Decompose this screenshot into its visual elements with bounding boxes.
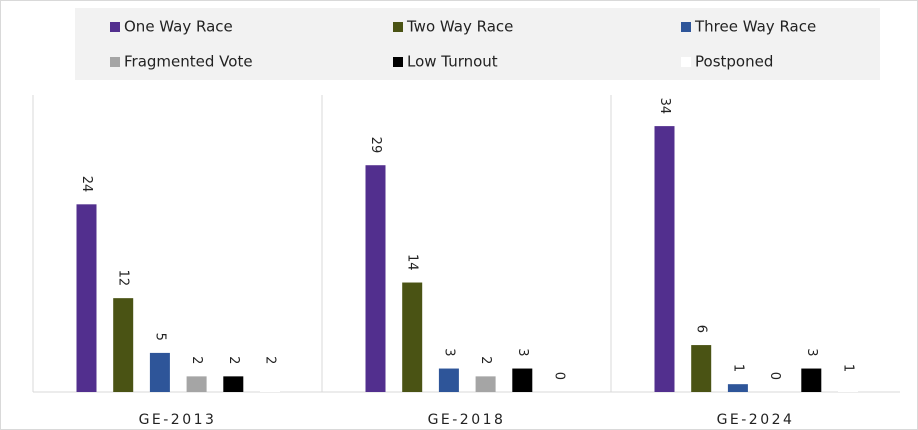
- data-label: 2: [263, 356, 278, 364]
- legend-swatch: [393, 22, 403, 32]
- legend-label: One Way Race: [124, 18, 233, 36]
- legend-background: [75, 8, 880, 80]
- bar: [223, 376, 244, 392]
- legend-swatch: [393, 57, 403, 67]
- data-label: 2: [189, 356, 204, 364]
- legend-swatch: [681, 22, 691, 32]
- data-label: 12: [116, 270, 131, 287]
- data-label: 29: [368, 137, 383, 154]
- data-label: 24: [79, 176, 94, 193]
- legend-swatch: [681, 57, 691, 67]
- data-label: 5: [152, 333, 167, 341]
- data-label: 3: [804, 348, 819, 356]
- data-label: 3: [515, 348, 530, 356]
- data-label: 14: [405, 254, 420, 271]
- data-label: 2: [226, 356, 241, 364]
- legend-label: Three Way Race: [694, 18, 816, 36]
- bar: [475, 376, 496, 392]
- data-label: 2: [478, 356, 493, 364]
- data-label: 0: [552, 372, 567, 380]
- bar: [113, 298, 134, 392]
- x-tick-label: GE-2024: [717, 412, 795, 428]
- bar: [402, 282, 423, 392]
- legend-label: Low Turnout: [407, 53, 498, 71]
- data-label: 3: [441, 348, 456, 356]
- bar: [691, 345, 712, 392]
- bar: [365, 165, 386, 392]
- bar: [149, 352, 170, 392]
- legend-label: Fragmented Vote: [124, 53, 253, 71]
- bar: [76, 204, 97, 392]
- x-tick-label: GE-2018: [428, 412, 506, 428]
- bar: [801, 368, 822, 392]
- legend-label: Postponed: [695, 53, 773, 71]
- bar: [260, 376, 280, 392]
- bar: [654, 126, 675, 393]
- data-label: 1: [841, 364, 856, 372]
- legend-swatch: [110, 57, 120, 67]
- x-tick-label: GE-2013: [139, 412, 217, 428]
- bar: [512, 368, 533, 392]
- legend-swatch: [110, 22, 120, 32]
- data-label: 0: [767, 372, 782, 380]
- legend-label: Two Way Race: [406, 18, 513, 36]
- bar: [186, 376, 207, 392]
- data-label: 1: [730, 364, 745, 372]
- bar: [438, 368, 459, 392]
- data-label: 34: [657, 98, 672, 115]
- bar: [838, 384, 858, 392]
- bar: [727, 384, 748, 392]
- data-label: 6: [694, 325, 709, 333]
